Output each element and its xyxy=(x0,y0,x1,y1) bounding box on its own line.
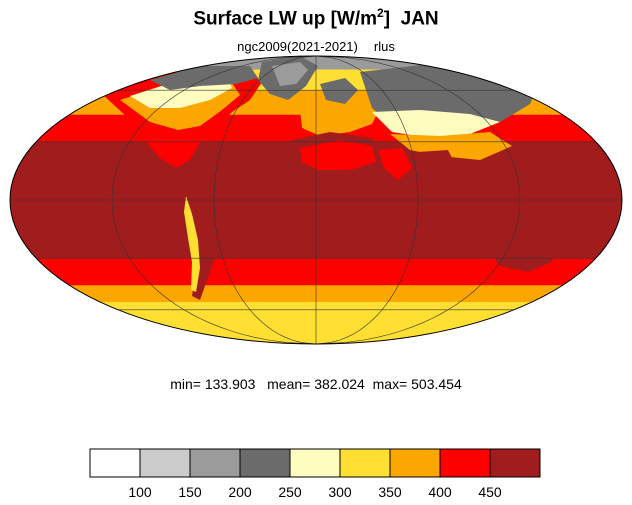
sahara xyxy=(300,140,376,170)
asia-mid xyxy=(372,110,500,138)
max-label: max= xyxy=(372,376,408,392)
colorbar-box xyxy=(339,448,391,478)
title-close: ] xyxy=(383,8,391,30)
andes xyxy=(184,196,200,292)
india xyxy=(418,150,456,190)
colorbar-box xyxy=(89,448,141,478)
mean-label: mean= xyxy=(267,376,311,392)
map-subtitle: ngc2009(2021-2021) rlus xyxy=(0,39,632,54)
colorbar-tick-label: 450 xyxy=(478,484,502,500)
colorbar-box xyxy=(489,448,541,478)
europe xyxy=(300,96,380,136)
mean-value: 382.024 xyxy=(314,376,365,392)
colorbar-box xyxy=(189,448,241,478)
colorbar-tick-label: 250 xyxy=(278,484,302,500)
colorbar-box xyxy=(389,448,441,478)
globe-outline xyxy=(9,55,623,345)
title-month: JAN xyxy=(400,8,439,30)
subtitle-variable: rlus xyxy=(373,39,395,54)
colorbar-tick-label: 300 xyxy=(328,484,352,500)
colorbar-box xyxy=(439,448,491,478)
max-value: 503.454 xyxy=(411,376,462,392)
title-superscript: 2 xyxy=(377,6,384,20)
colorbar-tick-label: 400 xyxy=(428,484,452,500)
map-title: Surface LW up [W/m2] JAN xyxy=(0,6,632,30)
colorbar-box xyxy=(239,448,291,478)
graticule xyxy=(10,56,622,344)
subtitle-run: ngc2009(2021-2021) xyxy=(237,39,358,54)
colorbar-tick-label: 350 xyxy=(378,484,402,500)
scandinavia xyxy=(320,78,358,104)
asia-south xyxy=(390,132,512,160)
colorbar-labels: 100 150 200 250 300 350 400 450 xyxy=(128,484,502,500)
greenland-ice xyxy=(272,62,308,86)
min-label: min= xyxy=(170,376,201,392)
australia xyxy=(488,224,552,272)
colorbar-box xyxy=(289,448,341,478)
colorbar-tick-label: 200 xyxy=(228,484,252,500)
colorbar-tick-label: 150 xyxy=(178,484,202,500)
title-main: Surface LW up [W/m xyxy=(193,8,378,30)
colorbar-box xyxy=(139,448,191,478)
canada-arctic xyxy=(150,66,258,90)
colorbar-tick-label: 100 xyxy=(128,484,152,500)
arabia xyxy=(378,148,412,180)
statistics-line: min= 133.903 mean= 382.024 max= 503.454 xyxy=(0,376,632,392)
colorbar-boxes xyxy=(89,448,541,478)
min-value: 133.903 xyxy=(204,376,256,392)
